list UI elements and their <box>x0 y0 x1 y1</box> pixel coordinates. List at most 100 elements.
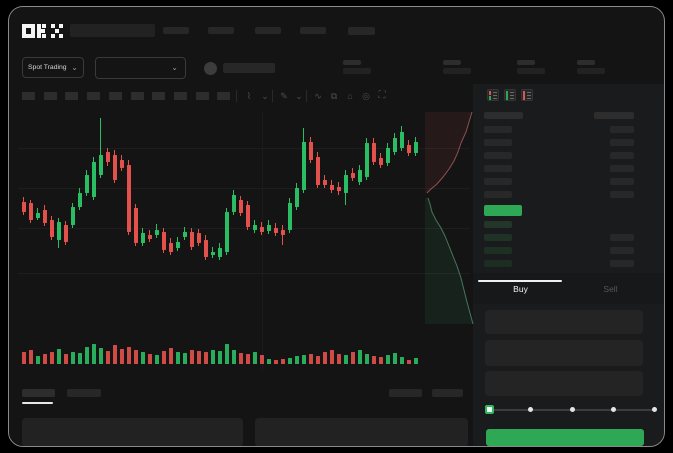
orderbook-row-skeleton[interactable] <box>484 178 512 185</box>
slider-handle[interactable] <box>485 405 494 414</box>
fullscreen-icon[interactable]: ⛶ <box>378 90 386 101</box>
volume-bar <box>120 349 124 364</box>
candle <box>379 158 383 165</box>
volume-bar <box>50 352 54 364</box>
candle <box>190 232 194 247</box>
candle <box>176 242 180 248</box>
timeframe-button-skeleton[interactable] <box>109 92 122 100</box>
volume-bar <box>148 354 152 364</box>
volume-bar <box>92 344 96 364</box>
orderbook-row-skeleton[interactable] <box>484 234 512 241</box>
orderbook-row-skeleton[interactable] <box>610 234 634 241</box>
orderbook-row-skeleton[interactable] <box>610 126 634 133</box>
orderbook-row-skeleton[interactable] <box>610 191 634 198</box>
orderbook-row-skeleton[interactable] <box>484 165 512 172</box>
orderbook-asks-icon[interactable] <box>521 89 533 101</box>
orderbook-row-skeleton[interactable] <box>610 152 634 159</box>
candle <box>337 187 341 191</box>
slider-stop-dot[interactable] <box>611 407 616 412</box>
slider-stop-dot[interactable] <box>528 407 533 412</box>
candle-wick <box>100 118 101 178</box>
orders-tab-skeleton[interactable] <box>22 389 55 397</box>
bottom-right-action-skeleton[interactable] <box>432 389 463 397</box>
indicator-line-icon[interactable]: ∿ <box>314 91 322 101</box>
timeframe-button-skeleton[interactable] <box>196 92 209 100</box>
camera-icon[interactable]: ⌂ <box>347 91 353 101</box>
candle <box>148 235 152 239</box>
timeframe-button-skeleton[interactable] <box>152 92 165 100</box>
bottom-right-action-skeleton[interactable] <box>389 389 422 397</box>
buy-submit-button[interactable] <box>486 429 644 446</box>
total-input-skeleton[interactable] <box>485 371 643 396</box>
orderbook-header-skeleton <box>594 112 634 119</box>
candle <box>183 232 187 237</box>
timeframe-button-skeleton[interactable] <box>217 92 230 100</box>
volume-bar <box>197 351 201 364</box>
chevron-down-icon[interactable]: ⌄ <box>295 91 303 101</box>
volume-bar <box>400 357 404 364</box>
orderbook-row-skeleton[interactable] <box>484 221 512 228</box>
timeframe-button-skeleton[interactable] <box>131 92 144 100</box>
nav-item-skeleton[interactable] <box>255 27 281 34</box>
volume-bar <box>281 359 285 364</box>
tab-sell[interactable]: Sell <box>603 284 618 294</box>
orderbook-row-skeleton[interactable] <box>484 139 512 146</box>
volume-bar <box>134 350 138 364</box>
nav-item-skeleton[interactable] <box>348 27 375 35</box>
last-price-bar[interactable] <box>484 205 522 216</box>
volume-bar <box>407 360 411 364</box>
candle <box>330 185 334 190</box>
volume-bar <box>225 344 229 364</box>
slider-stop-dot[interactable] <box>652 407 657 412</box>
timeframe-button-skeleton[interactable] <box>174 92 187 100</box>
orderbook-bids-icon[interactable] <box>504 89 516 101</box>
amount-input-skeleton[interactable] <box>485 340 643 366</box>
orderbook-row-skeleton[interactable] <box>484 247 512 254</box>
orderbook-row-skeleton[interactable] <box>610 247 634 254</box>
timeframe-button-skeleton[interactable] <box>87 92 100 100</box>
candle <box>393 138 397 152</box>
orderbook-both-icon[interactable] <box>487 89 499 101</box>
nav-item-skeleton[interactable] <box>208 27 234 34</box>
history-tab-skeleton[interactable] <box>67 389 101 397</box>
timeframe-button-skeleton[interactable] <box>44 92 57 100</box>
volume-bar <box>190 350 194 364</box>
candle <box>344 175 348 193</box>
timeframe-button-skeleton[interactable] <box>65 92 78 100</box>
price-input-skeleton[interactable] <box>485 310 643 334</box>
settings-icon[interactable]: ◎ <box>362 91 370 101</box>
active-tab-indicator <box>478 280 562 282</box>
orderbook-row-skeleton[interactable] <box>484 260 512 267</box>
pair-selector-dropdown[interactable]: ⌄ <box>95 57 186 79</box>
volume-bar <box>351 352 355 364</box>
candle <box>71 207 75 225</box>
draw-tool-icon[interactable]: ✎ <box>280 91 288 101</box>
toolbar-divider <box>306 90 307 102</box>
timeframe-button-skeleton[interactable] <box>22 92 35 100</box>
spot-trading-dropdown[interactable]: Spot Trading ⌄ <box>22 57 84 78</box>
candle <box>162 232 166 250</box>
orderbook-row-skeleton[interactable] <box>484 191 512 198</box>
orderbook-row-skeleton[interactable] <box>610 260 634 267</box>
orderbook-row-skeleton[interactable] <box>484 126 512 133</box>
candle <box>358 170 362 182</box>
volume-bar <box>267 359 271 364</box>
nav-item-skeleton[interactable] <box>163 27 189 34</box>
tab-buy[interactable]: Buy <box>513 284 528 294</box>
compare-icon[interactable]: ⧉ <box>330 91 338 101</box>
slider-stop-dot[interactable] <box>570 407 575 412</box>
candle-type-icon[interactable]: ⌇ <box>246 91 252 101</box>
gridline <box>18 188 470 189</box>
orderbook-row-skeleton[interactable] <box>610 139 634 146</box>
volume-bar <box>337 354 341 364</box>
orderbook-row-skeleton[interactable] <box>610 178 634 185</box>
candle <box>43 210 47 223</box>
orderbook-row-skeleton[interactable] <box>484 152 512 159</box>
search-bar-skeleton[interactable] <box>70 24 155 37</box>
stat-value-skeleton <box>517 68 545 74</box>
candle <box>204 240 208 257</box>
orderbook-row-skeleton[interactable] <box>610 165 634 172</box>
nav-item-skeleton[interactable] <box>300 27 326 34</box>
chevron-down-icon[interactable]: ⌄ <box>261 91 269 101</box>
volume-bar <box>106 351 110 364</box>
